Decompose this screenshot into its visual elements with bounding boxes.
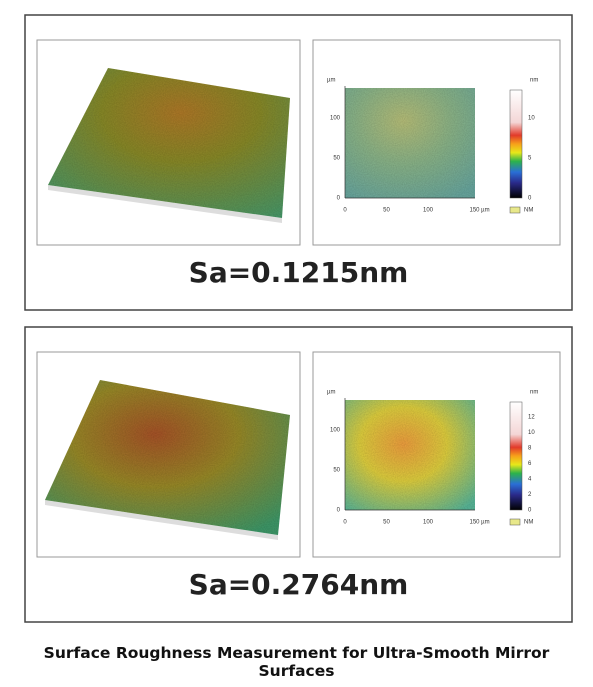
y-unit: µm bbox=[327, 390, 335, 396]
legend-swatch bbox=[509, 518, 521, 526]
surface-3d bbox=[48, 68, 290, 218]
bar-unit: nm bbox=[530, 78, 538, 84]
bar-tick-label: 6 bbox=[528, 461, 532, 467]
height-map bbox=[345, 88, 475, 198]
height-map bbox=[345, 400, 475, 510]
color-bar bbox=[509, 401, 523, 511]
bar-tick-label: 2 bbox=[528, 492, 532, 498]
caption: Surface Roughness Measurement for Ultra-… bbox=[43, 644, 550, 680]
surface-base bbox=[45, 500, 278, 540]
x-tick-label: 150 µm bbox=[470, 520, 490, 526]
y-tick-label: 50 bbox=[333, 156, 340, 162]
surface-base bbox=[48, 185, 282, 223]
bar-tick-label: 0 bbox=[528, 508, 532, 514]
y-tick-label: 100 bbox=[330, 428, 341, 434]
legend-label: NM bbox=[524, 208, 533, 214]
y-tick-label: 100 bbox=[330, 116, 341, 122]
sa-value: Sa=0.2764nm bbox=[189, 568, 409, 601]
bar-tick-label: 12 bbox=[528, 415, 535, 421]
legend-label: NM bbox=[524, 520, 533, 526]
legend-swatch bbox=[509, 206, 521, 214]
x-tick-label: 0 bbox=[343, 520, 347, 526]
y-tick-label: 50 bbox=[333, 468, 340, 474]
x-tick-label: 0 bbox=[343, 208, 347, 214]
x-tick-label: 50 bbox=[383, 208, 390, 214]
x-tick-label: 100 bbox=[423, 520, 434, 526]
y-tick-label: 0 bbox=[337, 196, 341, 202]
y-unit: µm bbox=[327, 78, 335, 84]
x-tick-label: 150 µm bbox=[470, 208, 490, 214]
bar-tick-label: 8 bbox=[528, 446, 532, 452]
bar-tick-label: 0 bbox=[528, 196, 532, 202]
x-tick-label: 50 bbox=[383, 520, 390, 526]
bar-tick-label: 5 bbox=[528, 156, 532, 162]
bar-tick-label: 4 bbox=[528, 477, 532, 483]
bar-unit: nm bbox=[530, 390, 538, 396]
bar-tick-label: 10 bbox=[528, 116, 535, 122]
sa-value: Sa=0.1215nm bbox=[189, 256, 409, 289]
x-tick-label: 100 bbox=[423, 208, 434, 214]
color-bar bbox=[509, 89, 523, 199]
surface-3d bbox=[45, 380, 290, 535]
bar-tick-label: 10 bbox=[528, 430, 535, 436]
y-tick-label: 0 bbox=[337, 508, 341, 514]
